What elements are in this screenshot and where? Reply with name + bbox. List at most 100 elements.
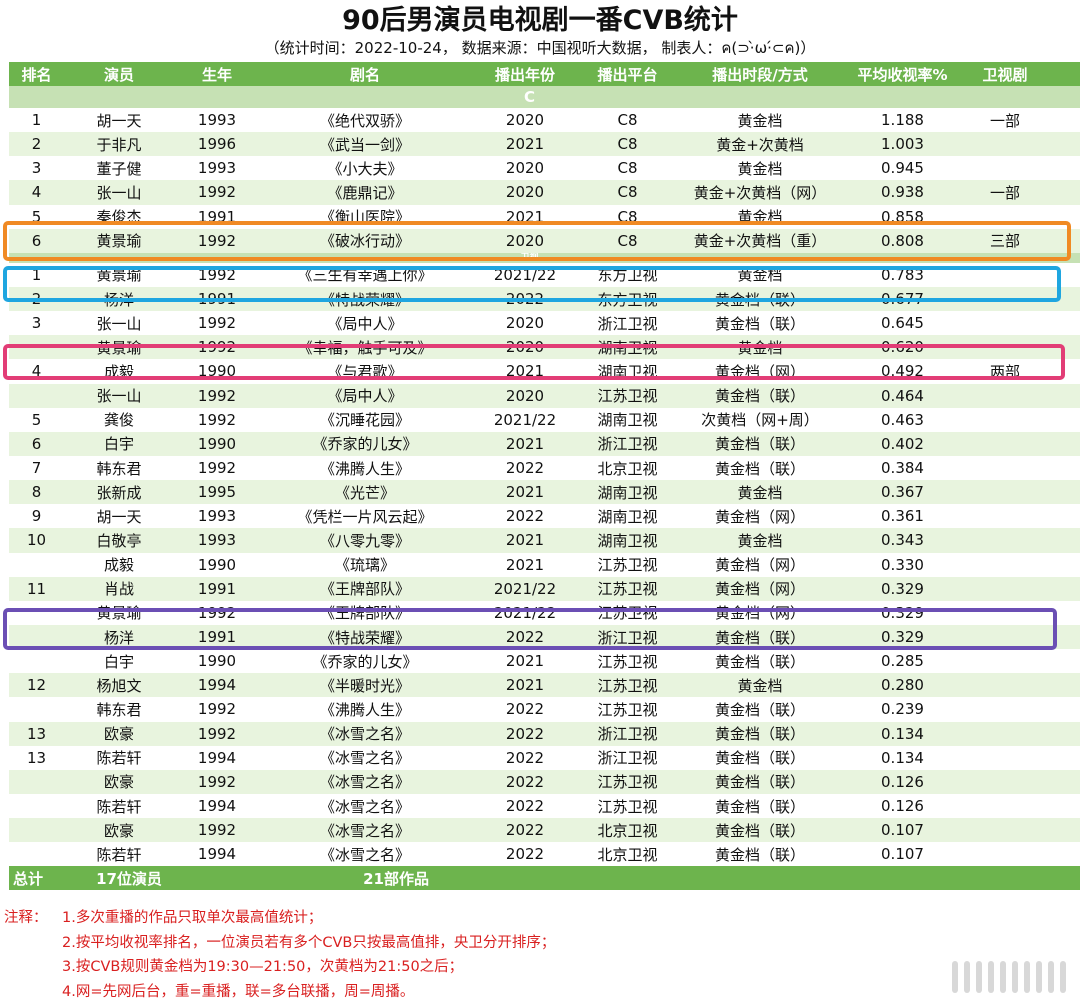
cell-year: 1993 <box>174 111 260 129</box>
cell-year: 1992 <box>174 773 260 791</box>
cell-year: 1992 <box>174 338 260 356</box>
cell-actor: 成毅 <box>64 361 174 382</box>
note-line: 3.按CVB规则黄金档为19:30—21:50，次黄档为21:50之后； <box>4 955 1004 980</box>
cell-ayear: 2020 <box>470 159 580 177</box>
cell-slot: 黄金档（联） <box>675 385 845 406</box>
cell-slot: 黄金档（网） <box>675 602 845 623</box>
cell-plat: C8 <box>580 111 675 129</box>
cell-drama: 《与君歌》 <box>260 361 470 382</box>
cell-slot: 黄金档 <box>675 264 845 285</box>
cell-year: 1990 <box>174 435 260 453</box>
total-label: 总计 <box>9 868 69 889</box>
cell-plat: 湖南卫视 <box>580 506 675 527</box>
cell-actor: 陈若轩 <box>64 796 174 817</box>
cell-plat: 浙江卫视 <box>580 433 675 454</box>
cell-rank: 3 <box>9 159 64 177</box>
cell-sat: 三部 <box>960 230 1050 251</box>
cell-actor: 白宇 <box>64 651 174 672</box>
cell-rank: 4 <box>9 183 64 201</box>
cell-year: 1995 <box>174 483 260 501</box>
cell-year: 1992 <box>174 725 260 743</box>
cell-drama: 《冰雪之名》 <box>260 723 470 744</box>
cell-year: 1993 <box>174 159 260 177</box>
cell-year: 1994 <box>174 749 260 767</box>
cell-drama: 《冰雪之名》 <box>260 747 470 768</box>
cell-drama: 《冰雪之名》 <box>260 820 470 841</box>
cell-slot: 黄金档（联） <box>675 458 845 479</box>
cell-year: 1996 <box>174 135 260 153</box>
cell-year: 1992 <box>174 266 260 284</box>
cell-rating: 0.620 <box>845 338 960 356</box>
cell-plat: 北京卫视 <box>580 844 675 865</box>
cell-year: 1992 <box>174 232 260 250</box>
cell-rank: 1 <box>9 266 64 284</box>
total-actors: 17位演员 <box>69 868 189 889</box>
cell-rating: 0.464 <box>845 387 960 405</box>
header-rating: 平均收视率% <box>845 64 960 85</box>
cell-drama: 《小大夫》 <box>260 158 470 179</box>
cell-actor: 欧豪 <box>64 771 174 792</box>
cell-actor: 韩东君 <box>64 699 174 720</box>
cell-actor: 杨旭文 <box>64 675 174 696</box>
cell-rank: 1 <box>9 111 64 129</box>
cell-year: 1994 <box>174 676 260 694</box>
cell-actor: 张一山 <box>64 182 174 203</box>
cell-year: 1992 <box>174 387 260 405</box>
cell-rank: 3 <box>9 314 64 332</box>
cell-drama: 《半暖时光》 <box>260 675 470 696</box>
cell-ayear: 2021/22 <box>470 266 580 284</box>
cell-year: 1992 <box>174 183 260 201</box>
cell-plat: 江苏卫视 <box>580 675 675 696</box>
cell-plat: C8 <box>580 232 675 250</box>
header-satellite: 卫视剧 <box>960 64 1050 85</box>
cell-rating: 0.858 <box>845 208 960 226</box>
cell-slot: 黄金档（联） <box>675 699 845 720</box>
cell-rank: 10 <box>9 531 64 549</box>
cell-drama: 《冰雪之名》 <box>260 844 470 865</box>
cell-actor: 张一山 <box>64 385 174 406</box>
cell-ayear: 2021 <box>470 483 580 501</box>
cell-rank: 6 <box>9 232 64 250</box>
cell-slot: 黄金档 <box>675 110 845 131</box>
cell-rating: 0.285 <box>845 652 960 670</box>
notes-label: 注释： <box>4 906 62 931</box>
section-s-label: 卫视 <box>9 253 1050 263</box>
cell-year: 1994 <box>174 797 260 815</box>
note-text: 1.多次重播的作品只取单次最高值统计； <box>62 910 322 926</box>
cell-slot: 黄金档（联） <box>675 747 845 768</box>
cell-year: 1991 <box>174 628 260 646</box>
cell-drama: 《凭栏一片风云起》 <box>260 506 470 527</box>
cell-rating: 0.134 <box>845 749 960 767</box>
cell-drama: 《幸福，触手可及》 <box>260 337 470 358</box>
cell-ayear: 2022 <box>470 290 580 308</box>
note-line: 2.按平均收视率排名，一位演员若有多个CVB只按最高值排，央卫分开排序； <box>4 931 1004 956</box>
section-c-label: C <box>9 88 1050 106</box>
header-slot: 播出时段/方式 <box>675 64 845 85</box>
cell-actor: 白敬亭 <box>64 530 174 551</box>
cell-year: 1990 <box>174 556 260 574</box>
cell-rating: 1.188 <box>845 111 960 129</box>
cell-ayear: 2022 <box>470 507 580 525</box>
cell-rating: 0.384 <box>845 459 960 477</box>
cell-actor: 秦俊杰 <box>64 206 174 227</box>
header-rank: 排名 <box>9 64 64 85</box>
cell-ayear: 2022 <box>470 797 580 815</box>
cell-plat: C8 <box>580 183 675 201</box>
cell-rating: 0.134 <box>845 725 960 743</box>
header-platform: 播出平台 <box>580 64 675 85</box>
cell-slot: 黄金档（联） <box>675 433 845 454</box>
cell-rating: 0.239 <box>845 700 960 718</box>
note-line: 注释：1.多次重播的作品只取单次最高值统计； <box>4 906 1004 931</box>
cell-plat: 江苏卫视 <box>580 699 675 720</box>
cell-slot: 黄金档（网） <box>675 506 845 527</box>
cell-rating: 0.938 <box>845 183 960 201</box>
cell-rating: 0.107 <box>845 821 960 839</box>
cell-rating: 0.280 <box>845 676 960 694</box>
